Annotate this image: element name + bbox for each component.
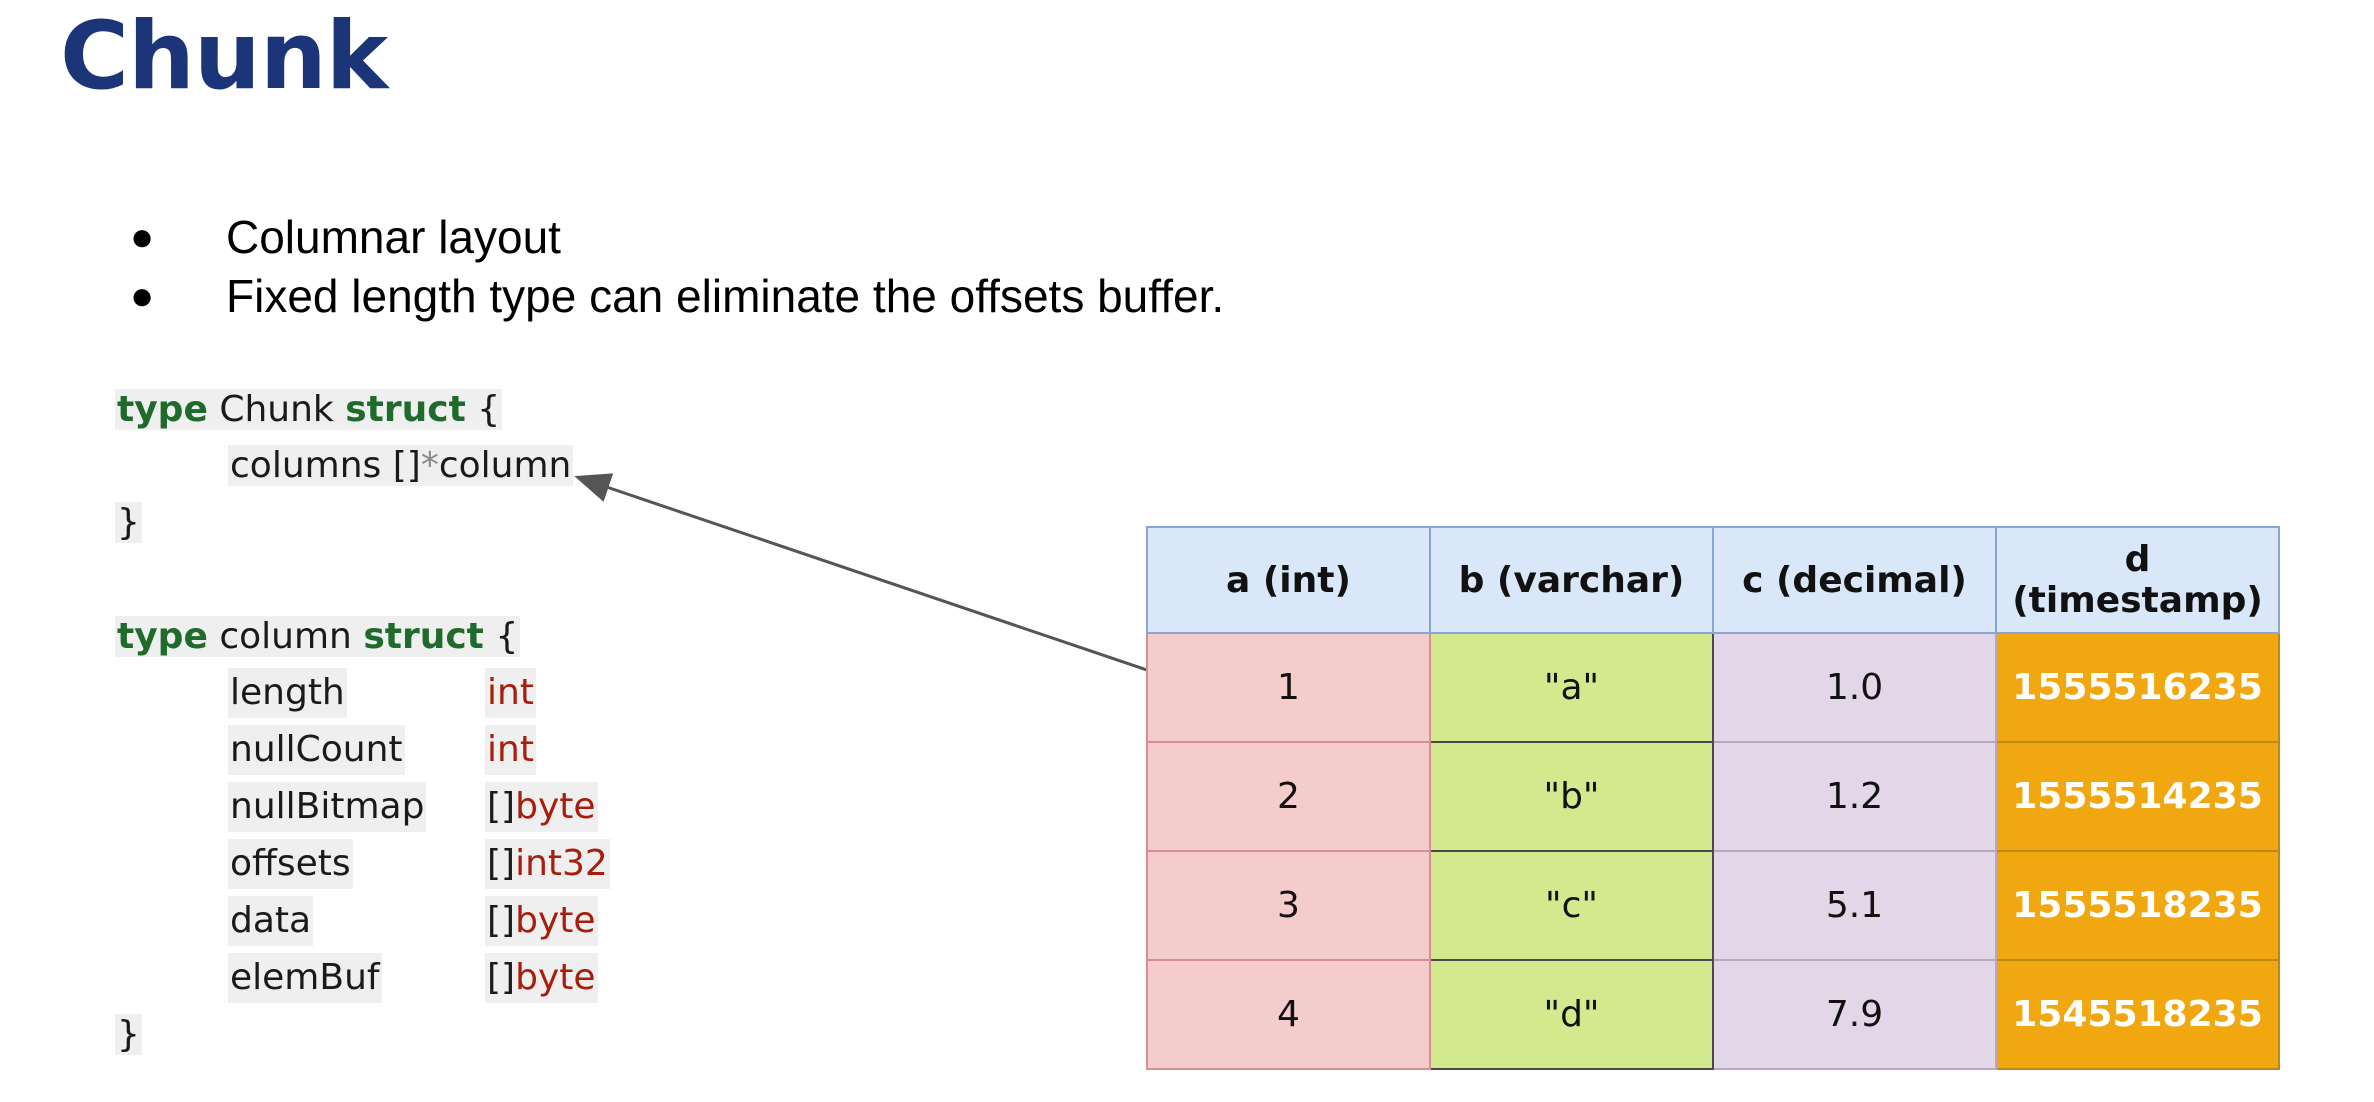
code-field-name: elemBuf [228, 953, 382, 1003]
code-field-name: columns [230, 445, 382, 486]
code-field-type: column [438, 445, 572, 486]
table-cell: "c" [1429, 850, 1714, 961]
table-cell: "b" [1429, 741, 1714, 852]
code-field-prefix: [] [392, 445, 421, 486]
code-field-row: elemBuf []byte [115, 953, 715, 1003]
code-field-name: nullCount [228, 725, 405, 775]
code-field-prefix: [] [487, 957, 516, 998]
table-row: 2 "b" 1.2 1555514235 [1146, 741, 2280, 852]
code-field-name: length [228, 668, 347, 718]
code-keyword: type [117, 389, 208, 430]
bullet-item: ● Fixed length type can eliminate the of… [130, 267, 1224, 326]
code-field-type: int [487, 672, 534, 713]
code-field-prefix: [] [487, 900, 516, 941]
bullet-text: Columnar layout [226, 211, 561, 263]
code-field-prefix: [] [487, 786, 516, 827]
bullet-item: ● Columnar layout [130, 208, 1224, 267]
code-brace: } [115, 502, 142, 543]
code-field-type: byte [515, 957, 596, 998]
column-header: a (int) [1146, 526, 1431, 634]
column-header: c (decimal) [1712, 526, 1997, 634]
table-cell: 1555516235 [1995, 632, 2280, 743]
code-field-type: byte [515, 786, 596, 827]
code-keyword: struct [363, 616, 484, 657]
table-cell: 7.9 [1712, 959, 1997, 1070]
code-field-row: nullCount int [115, 725, 715, 775]
code-field-name: data [228, 896, 314, 946]
bullet-list: ● Columnar layout ● Fixed length type ca… [130, 208, 1224, 326]
table-cell: 1.0 [1712, 632, 1997, 743]
code-field-type: int [487, 729, 534, 770]
table-row: 3 "c" 5.1 1555518235 [1146, 850, 2280, 961]
code-field-row: offsets []int32 [115, 839, 715, 889]
table-cell: "d" [1429, 959, 1714, 1070]
code-field-ptr: * [420, 445, 439, 486]
code-keyword: struct [345, 389, 466, 430]
table-cell: "a" [1429, 632, 1714, 743]
code-line: } [115, 1010, 142, 1060]
table-cell: 1.2 [1712, 741, 1997, 852]
code-line: } [115, 498, 142, 548]
code-field-row: nullBitmap []byte [115, 782, 715, 832]
column-header: d (timestamp) [1995, 526, 2280, 634]
page-title: Chunk [60, 2, 388, 111]
table-cell: 3 [1146, 850, 1431, 961]
code-field-row: length int [115, 668, 715, 718]
code-brace: } [115, 1014, 142, 1055]
table-cell: 5.1 [1712, 850, 1997, 961]
table-row: 4 "d" 7.9 1545518235 [1146, 959, 2280, 1070]
code-brace: { [477, 389, 501, 430]
code-field-name: offsets [228, 839, 353, 889]
code-field-type: int32 [515, 843, 608, 884]
table-header-row: a (int) b (varchar) c (decimal) d (times… [1146, 526, 2280, 634]
bullet-icon: ● [130, 215, 155, 259]
column-header: b (varchar) [1429, 526, 1714, 634]
code-field-row: data []byte [115, 896, 715, 946]
chunk-data-table: a (int) b (varchar) c (decimal) d (times… [1146, 526, 2280, 1070]
code-field-name: nullBitmap [228, 782, 427, 832]
code-line: type Chunk struct { [115, 385, 503, 435]
table-cell: 4 [1146, 959, 1431, 1070]
table-cell: 2 [1146, 741, 1431, 852]
table-cell: 1555514235 [1995, 741, 2280, 852]
bullet-icon: ● [130, 274, 155, 318]
code-brace: { [495, 616, 519, 657]
table-row: 1 "a" 1.0 1555516235 [1146, 632, 2280, 743]
bullet-text: Fixed length type can eliminate the offs… [226, 270, 1225, 322]
code-line: columns []*column [228, 441, 574, 491]
code-identifier: column [219, 616, 352, 657]
code-field-type: byte [515, 900, 596, 941]
code-field-prefix: [] [487, 843, 516, 884]
table-cell: 1545518235 [1995, 959, 2280, 1070]
code-line: type column struct { [115, 612, 521, 662]
table-cell: 1555518235 [1995, 850, 2280, 961]
code-keyword: type [117, 616, 208, 657]
table-cell: 1 [1146, 632, 1431, 743]
code-identifier: Chunk [219, 389, 334, 430]
